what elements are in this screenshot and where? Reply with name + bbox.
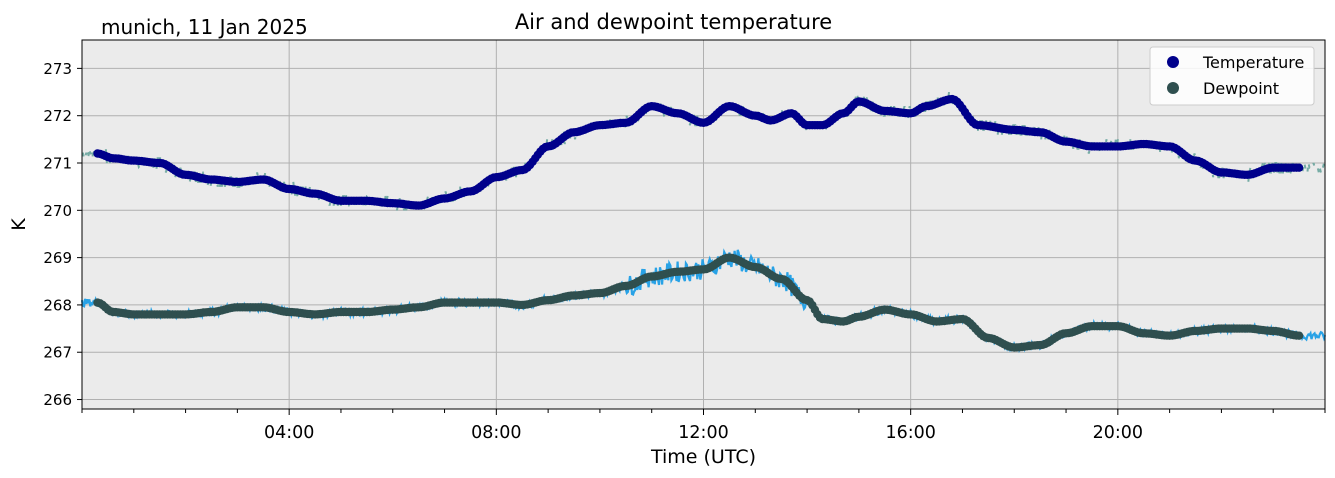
dewpoint-point (1294, 331, 1304, 340)
legend-temperature-label: Temperature (1202, 53, 1304, 72)
legend-temperature-marker (1167, 56, 1179, 68)
axis-ticks: 266 267 268 269 270 271 272 273 04:00 08:00 12:00 1… (43, 60, 1326, 443)
x-tick-label: 12:00 (678, 423, 728, 443)
temperature-point (1294, 163, 1304, 172)
legend-dewpoint-marker (1167, 82, 1179, 94)
chart-subtitle: munich, 11 Jan 2025 (101, 15, 308, 39)
x-tick-label: 08:00 (471, 423, 521, 443)
x-tick-label: 04:00 (264, 423, 314, 443)
x-axis-label: Time (UTC) (650, 446, 756, 468)
x-tick-label: 16:00 (885, 423, 935, 443)
y-axis-label: K (8, 218, 30, 231)
y-tick-label: 269 (43, 249, 72, 267)
y-tick-label: 268 (43, 296, 72, 314)
grid-lines (82, 40, 1325, 409)
y-tick-label: 271 (43, 155, 72, 173)
y-tick-label: 267 (43, 344, 72, 362)
y-tick-label: 272 (43, 107, 72, 125)
chart-title: Air and dewpoint temperature (515, 10, 832, 34)
x-tick-label: 20:00 (1093, 423, 1143, 443)
series-markers (93, 94, 1304, 352)
y-tick-label: 273 (43, 60, 72, 78)
legend-dewpoint-label: Dewpoint (1203, 79, 1279, 98)
y-tick-label: 270 (43, 202, 72, 220)
legend: Temperature Dewpoint (1149, 46, 1315, 106)
y-tick-label: 266 (43, 391, 72, 409)
